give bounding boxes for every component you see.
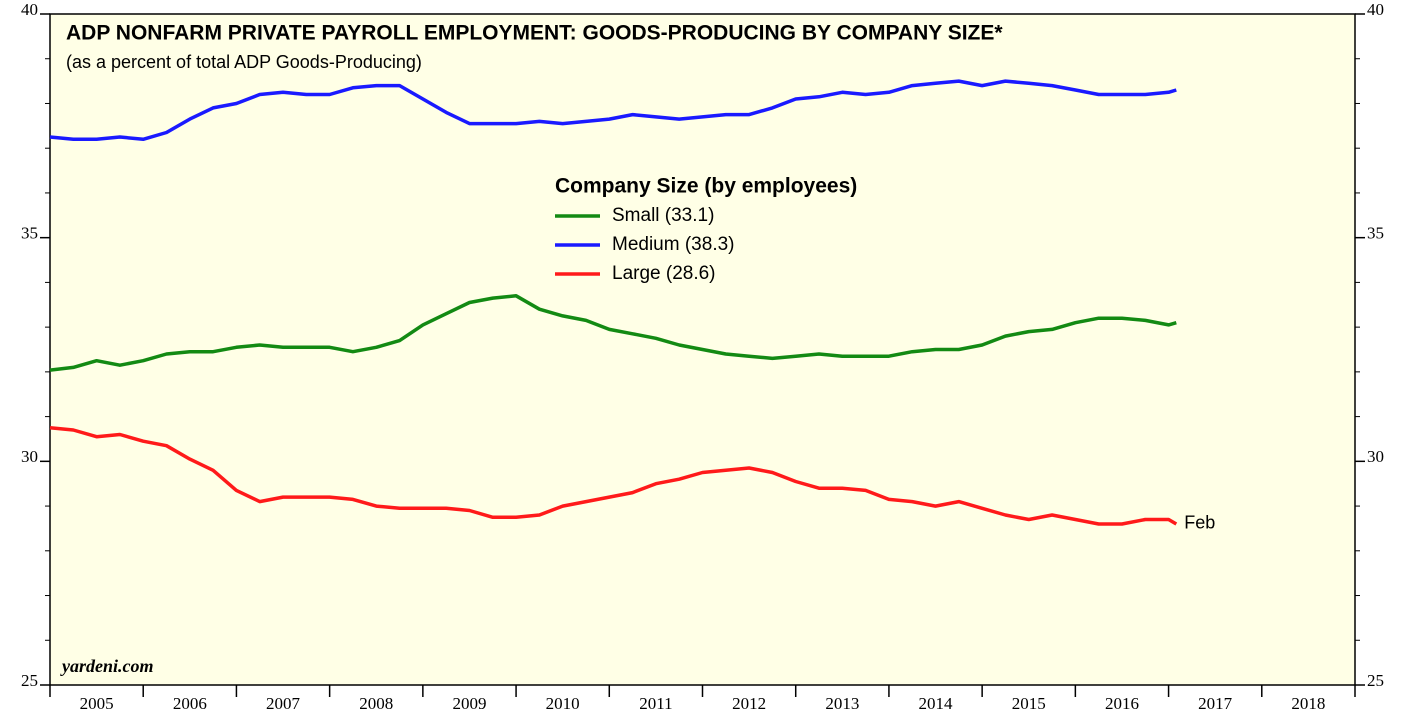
legend-label: Large (28.6) <box>612 263 716 284</box>
x-tick-label: 2005 <box>80 694 114 713</box>
y-tick-label: 40 <box>21 0 38 19</box>
x-tick-label: 2013 <box>825 694 859 713</box>
x-tick-label: 2006 <box>173 694 207 713</box>
x-tick-label: 2012 <box>732 694 766 713</box>
series-line <box>49 79 1177 142</box>
annotation: Feb <box>1184 513 1215 533</box>
legend-label: Medium (38.3) <box>612 234 735 255</box>
x-tick-label: 2017 <box>1198 694 1233 713</box>
legend-title: Company Size (by employees) <box>555 175 857 198</box>
y2-tick-label: 25 <box>1367 671 1384 690</box>
x-tick-label: 2007 <box>266 694 301 713</box>
chart-subtitle: (as a percent of total ADP Goods-Produci… <box>66 52 422 72</box>
y-tick-label: 30 <box>21 447 38 466</box>
y-tick-label: 25 <box>21 671 38 690</box>
watermark: yardeni.com <box>60 656 154 676</box>
y2-tick-label: 40 <box>1367 0 1384 19</box>
x-tick-label: 2010 <box>546 694 580 713</box>
y2-tick-label: 30 <box>1367 447 1384 466</box>
x-tick-label: 2009 <box>452 694 486 713</box>
x-tick-label: 2014 <box>919 694 954 713</box>
x-tick-label: 2008 <box>359 694 393 713</box>
y-tick-label: 35 <box>21 224 38 243</box>
x-tick-label: 2018 <box>1291 694 1325 713</box>
x-tick-label: 2016 <box>1105 694 1139 713</box>
legend-label: Small (33.1) <box>612 205 714 226</box>
series-line <box>49 426 1178 526</box>
y2-tick-label: 35 <box>1367 224 1384 243</box>
x-tick-label: 2015 <box>1012 694 1046 713</box>
chart-title: ADP NONFARM PRIVATE PAYROLL EMPLOYMENT: … <box>66 22 1003 45</box>
series-line <box>49 294 1177 372</box>
x-tick-label: 2011 <box>639 694 672 713</box>
